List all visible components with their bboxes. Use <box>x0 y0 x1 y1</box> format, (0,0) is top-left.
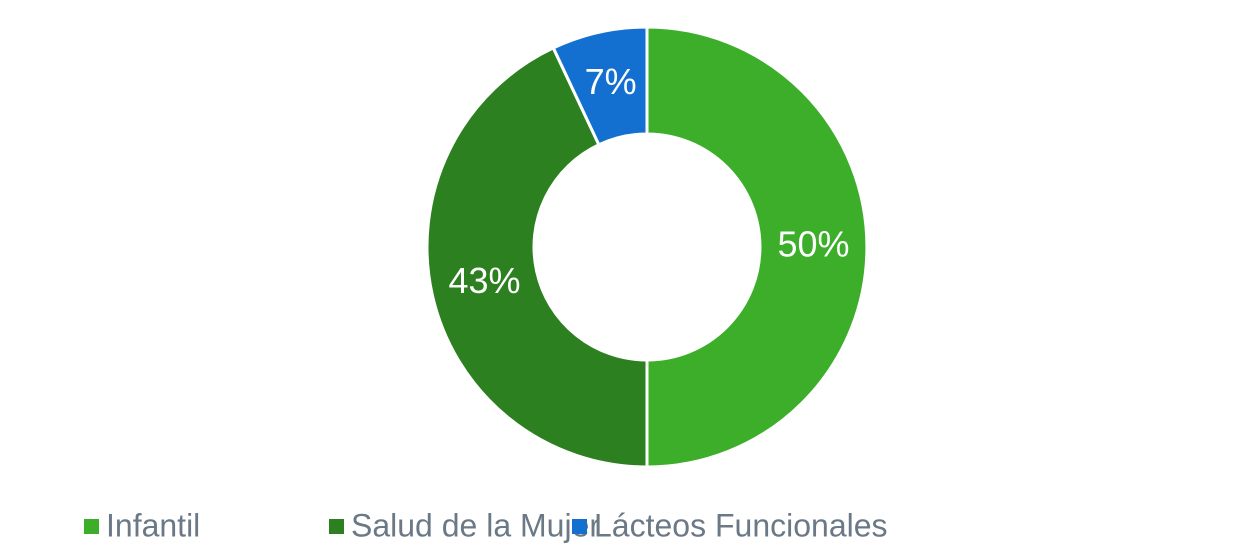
legend-swatch <box>572 519 587 534</box>
legend-label: Lácteos Funcionales <box>594 507 888 543</box>
donut-slice <box>551 25 649 147</box>
legend-swatch <box>329 519 344 534</box>
legend-label: Salud de la Mujer <box>351 507 600 543</box>
legend-label: Infantil <box>106 507 200 543</box>
legend-swatch <box>84 519 99 534</box>
data-label: 50% <box>777 224 849 265</box>
data-label: 43% <box>448 260 520 301</box>
donut-slice <box>645 25 869 469</box>
donut-slice <box>425 45 649 469</box>
data-label: 7% <box>585 61 637 102</box>
